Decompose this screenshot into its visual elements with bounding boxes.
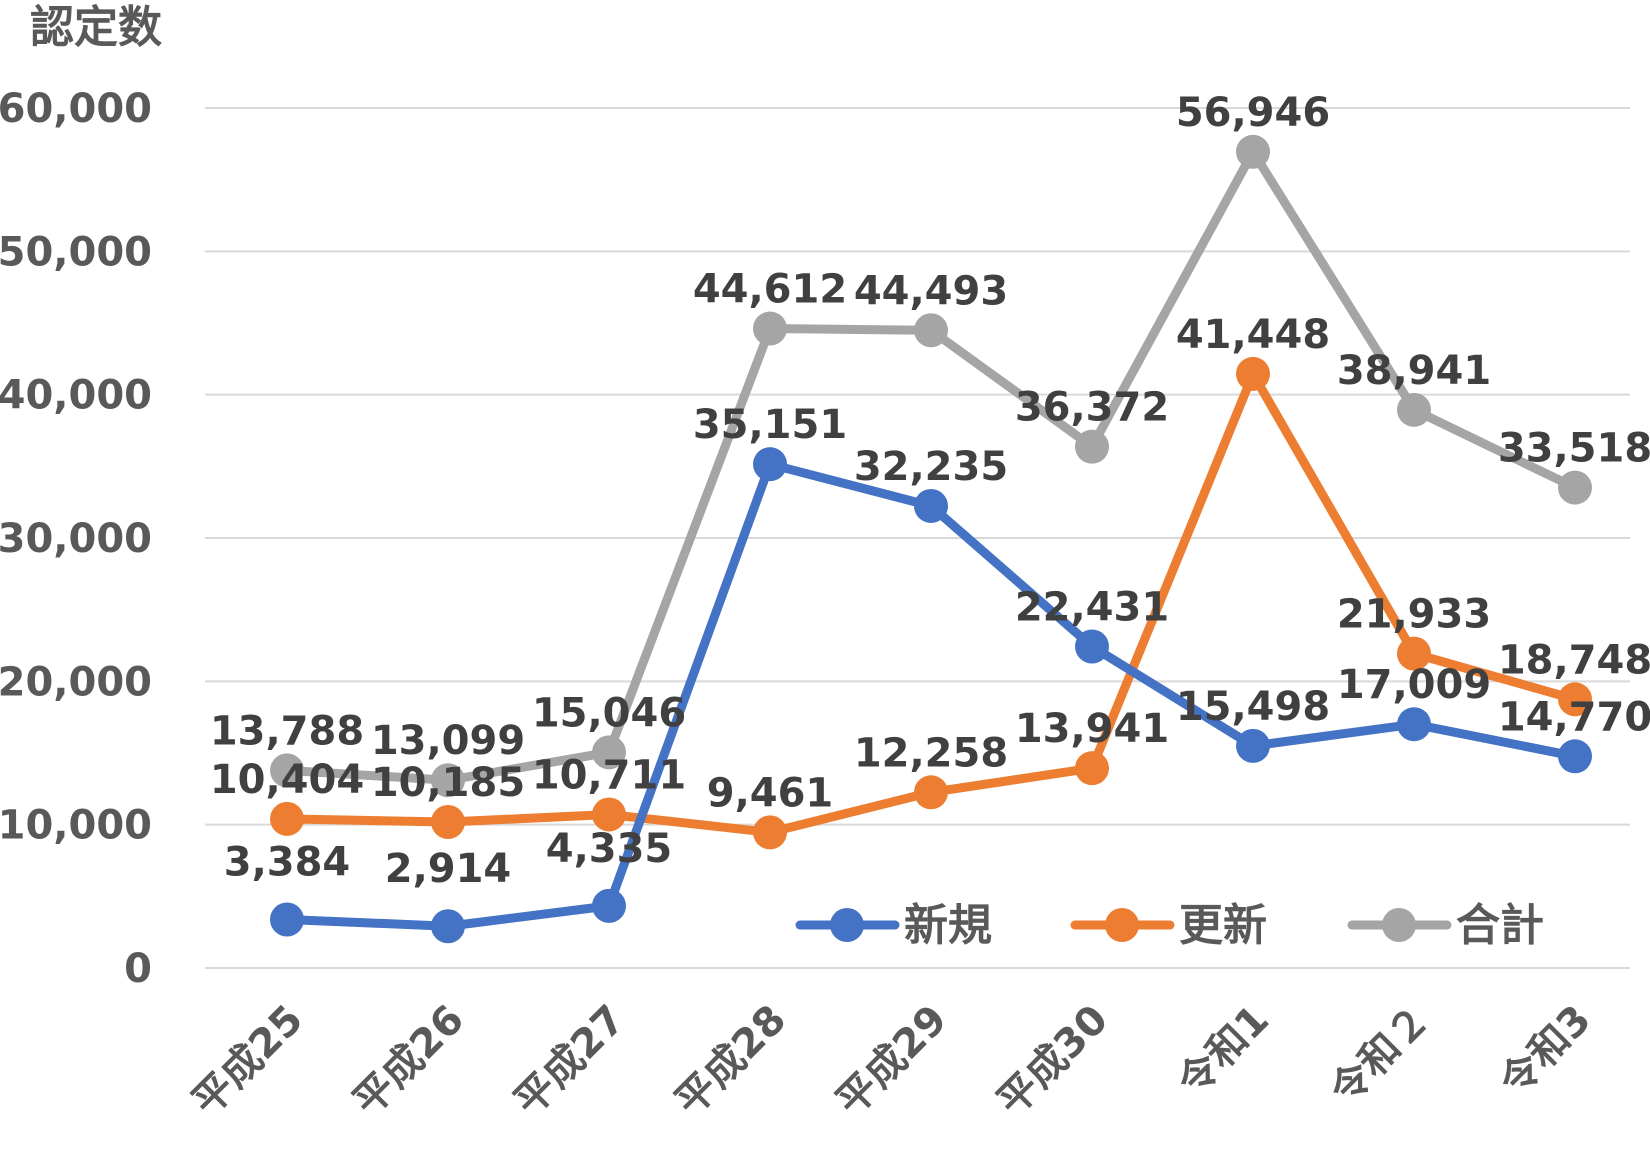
y-tick-label: 60,000 xyxy=(0,86,152,132)
data-label: 10,185 xyxy=(371,760,525,806)
y-tick-label: 40,000 xyxy=(0,373,152,419)
series-points xyxy=(270,134,1592,944)
data-point xyxy=(270,753,304,788)
data-point xyxy=(914,775,948,810)
x-tick-label: 平成27 xyxy=(506,997,634,1125)
data-point xyxy=(592,735,626,770)
data-point xyxy=(1236,134,1270,169)
legend-label: 合計 xyxy=(1456,900,1544,951)
data-point xyxy=(592,888,626,923)
data-label: 14,770 xyxy=(1498,694,1650,740)
gridlines xyxy=(205,107,1630,969)
legend-label: 更新 xyxy=(1179,900,1267,951)
data-label: 13,788 xyxy=(210,708,364,754)
data-point xyxy=(1236,356,1270,391)
y-tick-label: 20,000 xyxy=(0,659,152,705)
data-label: 41,448 xyxy=(1176,312,1330,358)
data-label: 13,099 xyxy=(371,718,525,764)
data-label: 15,498 xyxy=(1176,684,1330,730)
x-tick-label: 平成29 xyxy=(828,997,956,1125)
x-axis-ticks: 平成25 平成26 平成27 平成28 平成29 平成30 令和1 令和２ 令和3 xyxy=(184,997,1600,1125)
data-point xyxy=(1075,429,1109,464)
y-axis-ticks: 0 10,000 20,000 30,000 40,000 50,000 60,000 xyxy=(0,86,152,992)
x-tick-label: 平成26 xyxy=(345,997,473,1125)
data-point xyxy=(431,805,465,840)
x-tick-label: 平成30 xyxy=(989,997,1117,1125)
data-point xyxy=(431,763,465,798)
data-point xyxy=(914,488,948,523)
data-point xyxy=(1236,728,1270,763)
legend-marker xyxy=(1382,908,1416,942)
data-label: 10,711 xyxy=(532,752,686,798)
y-axis-title: 認定数 xyxy=(30,2,162,53)
legend-label: 新規 xyxy=(904,900,992,951)
x-tick-label: 平成25 xyxy=(184,997,312,1125)
data-point xyxy=(270,801,304,836)
data-point xyxy=(1397,636,1431,671)
data-label: 13,941 xyxy=(1015,706,1169,752)
legend-marker xyxy=(1105,908,1139,942)
data-label: 22,431 xyxy=(1015,584,1169,630)
y-tick-label: 50,000 xyxy=(0,229,152,275)
data-label: 35,151 xyxy=(693,402,847,448)
y-tick-label: 30,000 xyxy=(0,516,152,562)
data-point xyxy=(1558,682,1592,717)
data-point xyxy=(270,902,304,937)
data-label: 3,384 xyxy=(224,839,351,885)
data-label: 44,612 xyxy=(693,267,847,313)
data-label: 44,493 xyxy=(854,268,1008,314)
data-point xyxy=(1397,707,1431,742)
data-label: 33,518 xyxy=(1498,426,1650,472)
x-tick-label: 令和3 xyxy=(1491,997,1600,1106)
data-point xyxy=(1075,629,1109,664)
data-point xyxy=(1558,739,1592,774)
x-tick-label: 令和1 xyxy=(1169,997,1278,1106)
x-tick-label: 平成28 xyxy=(667,997,795,1125)
data-label: 9,461 xyxy=(707,770,834,816)
data-label: 15,046 xyxy=(532,690,686,736)
data-point xyxy=(431,909,465,944)
y-tick-label: 10,000 xyxy=(0,803,152,849)
data-label: 38,941 xyxy=(1337,348,1491,394)
data-point xyxy=(914,313,948,348)
legend: 新規 更新 合計 xyxy=(795,900,1544,951)
x-tick-label: 令和２ xyxy=(1322,997,1439,1114)
data-point xyxy=(753,311,787,346)
data-label: 10,404 xyxy=(210,757,364,803)
data-point xyxy=(1397,392,1431,427)
data-label: 32,235 xyxy=(854,444,1008,490)
data-label: 12,258 xyxy=(854,730,1008,776)
y-tick-label: 0 xyxy=(124,946,152,992)
data-label: 56,946 xyxy=(1176,90,1330,136)
data-point xyxy=(1075,751,1109,786)
data-label: 4,335 xyxy=(546,826,673,872)
data-point xyxy=(592,797,626,832)
data-point xyxy=(1558,470,1592,505)
data-point xyxy=(753,447,787,482)
legend-marker xyxy=(830,908,864,942)
data-label: 21,933 xyxy=(1337,592,1491,638)
data-point xyxy=(753,815,787,850)
data-label: 2,914 xyxy=(385,846,512,892)
data-label: 36,372 xyxy=(1015,385,1169,431)
data-label: 17,009 xyxy=(1337,662,1491,708)
data-label: 18,748 xyxy=(1498,637,1650,683)
